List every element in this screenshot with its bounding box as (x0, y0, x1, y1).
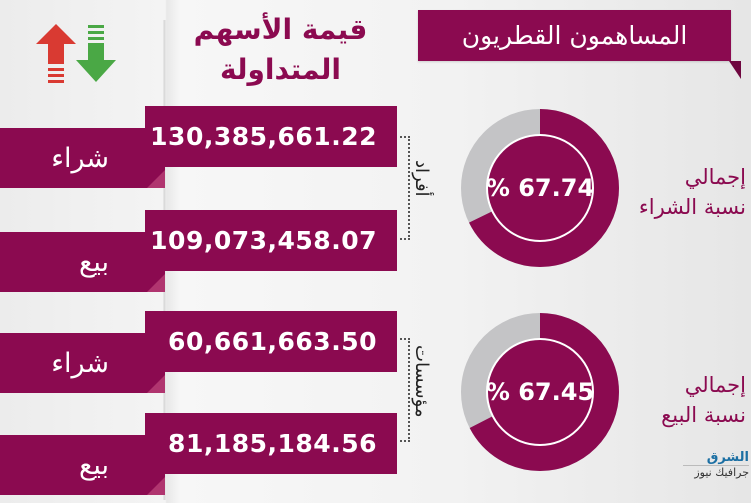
buy-ratio-value: % 67.74 (485, 174, 595, 202)
banner-fold (729, 61, 741, 79)
row-label: شراء (0, 128, 165, 188)
institutions-label: مؤسسات (411, 345, 432, 418)
ribbon-fold (147, 274, 165, 292)
institutions-bracket (400, 338, 410, 442)
row-value: 81,185,184.56 (145, 413, 397, 474)
row-value: 109,073,458.07 (145, 210, 397, 271)
ribbon-fold (147, 477, 165, 495)
row-label: بيع (0, 435, 165, 495)
donut-chart-icon (461, 313, 619, 471)
row-value: 130,385,661.22 (145, 106, 397, 167)
individuals-bracket (400, 136, 410, 240)
logo-brand: الشرق (706, 450, 749, 465)
buy-ratio-caption: إجمالي نسبة الشراء (620, 162, 746, 222)
buy-sell-arrows-icon (36, 24, 116, 83)
row-value: 60,661,663.50 (145, 311, 397, 372)
donut-chart-icon (461, 109, 619, 267)
caption-line-2: نسبة البيع (661, 403, 746, 427)
row-label: بيع (0, 232, 165, 292)
publisher-logo: الشرق جرافيك نيوز (683, 451, 749, 480)
ribbon-fold (147, 375, 165, 393)
sell-ratio-value: % 67.45 (485, 378, 595, 406)
heading-line-2: المتداولة (220, 53, 341, 86)
buy-ratio-donut: % 67.74 (460, 108, 620, 268)
title-banner: المساهمون القطريون (418, 10, 731, 61)
banner-title: المساهمون القطريون (461, 21, 688, 50)
row-individuals-sell: بيع 109,073,458.07 (0, 210, 400, 300)
caption-line-1: إجمالي (684, 165, 746, 189)
sell-ratio-caption: إجمالي نسبة البيع (620, 370, 746, 430)
traded-value-heading: قيمة الأسهم المتداولة (178, 10, 383, 90)
logo-sub: جرافيك نيوز (683, 465, 749, 480)
row-individuals-buy: شراء 130,385,661.22 (0, 106, 400, 196)
row-institutions-buy: شراء 60,661,663.50 (0, 311, 400, 401)
caption-line-2: نسبة الشراء (638, 195, 746, 219)
row-label: شراء (0, 333, 165, 393)
caption-line-1: إجمالي (684, 373, 746, 397)
ribbon-fold (147, 170, 165, 188)
row-institutions-sell: بيع 81,185,184.56 (0, 413, 400, 503)
sell-ratio-donut: % 67.45 (460, 312, 620, 472)
individuals-label: أفراد (411, 160, 432, 197)
heading-line-1: قيمة الأسهم (193, 13, 368, 46)
